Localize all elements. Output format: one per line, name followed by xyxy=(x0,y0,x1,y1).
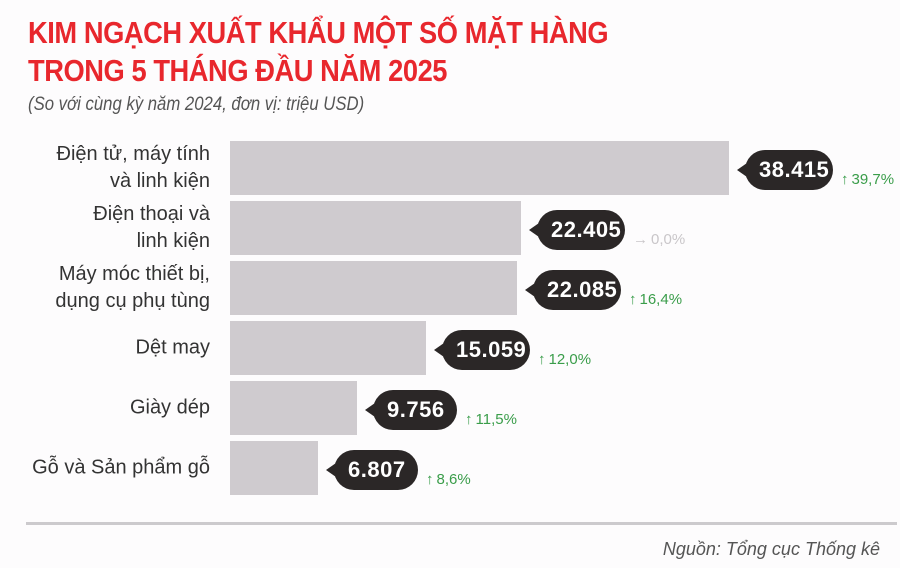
source-note: Nguồn: Tổng cục Thống kê xyxy=(662,539,880,559)
value-callout: 9.756 xyxy=(365,390,457,430)
change-indicator: ↑ 39,7% xyxy=(841,171,894,188)
category-label: Điện tử, máy tính và linh kiện xyxy=(0,141,210,195)
bar xyxy=(230,141,729,195)
value-callout: 22.085 xyxy=(525,270,621,310)
title-line-1: KIM NGẠCH XUẤT KHẨU MỘT SỐ MẶT HÀNG xyxy=(28,15,609,50)
category-label-line-2: linh kiện xyxy=(136,230,210,252)
arrow-up-icon: ↑ xyxy=(629,291,637,308)
change-indicator: → 0,0% xyxy=(633,231,685,248)
change-percent: 39,7% xyxy=(851,171,895,188)
change-percent: 16,4% xyxy=(639,291,683,308)
title-line-2: TRONG 5 THÁNG ĐẦU NĂM 2025 xyxy=(28,53,448,88)
category-label-line-1: Giày dép xyxy=(129,396,210,419)
arrow-up-icon: ↑ xyxy=(426,471,434,488)
change-indicator: ↑ 16,4% xyxy=(629,291,682,308)
change-indicator: ↑ 12,0% xyxy=(538,351,591,368)
change-percent: 0,0% xyxy=(651,231,686,248)
value-callout: 6.807 xyxy=(326,450,418,490)
chart-subtitle: (So với cùng kỳ năm 2024, đơn vị: triệu … xyxy=(28,94,365,115)
bar xyxy=(230,381,357,435)
change-percent: 12,0% xyxy=(548,351,592,368)
bar xyxy=(230,321,426,375)
category-label-line-2: dụng cụ phụ tùng xyxy=(55,290,210,312)
category-label-line-1: Điện thoại và xyxy=(93,203,210,225)
bar-row: Máy móc thiết bị, dụng cụ phụ tùng 22.085 ↑… xyxy=(0,261,900,315)
category-label: Gỗ và Sản phẩm gỗ xyxy=(0,455,210,482)
category-label: Máy móc thiết bị, dụng cụ phụ tùng xyxy=(0,261,210,315)
arrow-right-icon: → xyxy=(633,231,648,248)
bar-row: Điện thoại và linh kiện 22.405 → 0,0% xyxy=(0,201,900,255)
category-label-line-1: Dệt may xyxy=(135,336,210,359)
category-label: Giày dép xyxy=(0,395,210,422)
value-callout: 38.415 xyxy=(737,150,833,190)
footer-divider xyxy=(26,522,897,525)
category-label-line-1: Máy móc thiết bị, xyxy=(58,263,210,285)
change-indicator: ↑ 8,6% xyxy=(426,471,471,488)
bar-row: Điện tử, máy tính và linh kiện 38.415 ↑ 39,7… xyxy=(0,141,900,195)
bar-row: Giày dép 9.756 ↑ 11,5% xyxy=(0,381,900,435)
change-percent: 8,6% xyxy=(436,471,471,488)
arrow-up-icon: ↑ xyxy=(538,351,546,368)
bar xyxy=(230,441,318,495)
arrow-up-icon: ↑ xyxy=(841,171,849,188)
value-callout: 15.059 xyxy=(434,330,530,370)
category-label-line-1: Gỗ và Sản phẩm gỗ xyxy=(32,456,210,479)
category-label: Điện thoại và linh kiện xyxy=(0,201,210,255)
change-percent: 11,5% xyxy=(475,411,517,428)
chart-title: KIM NGẠCH XUẤT KHẨU MỘT SỐ MẶT HÀNG TRON… xyxy=(28,14,609,90)
bar-row: Dệt may 15.059 ↑ 12,0% xyxy=(0,321,900,375)
change-indicator: ↑ 11,5% xyxy=(465,411,517,428)
arrow-up-icon: ↑ xyxy=(465,411,473,428)
category-label: Dệt may xyxy=(0,335,210,362)
category-label-line-1: Điện tử, máy tính xyxy=(56,143,210,165)
bar xyxy=(230,201,521,255)
bar-row: Gỗ và Sản phẩm gỗ 6.807 ↑ 8,6% xyxy=(0,441,900,495)
value-callout: 22.405 xyxy=(529,210,625,250)
bar xyxy=(230,261,517,315)
category-label-line-2: và linh kiện xyxy=(109,170,210,192)
